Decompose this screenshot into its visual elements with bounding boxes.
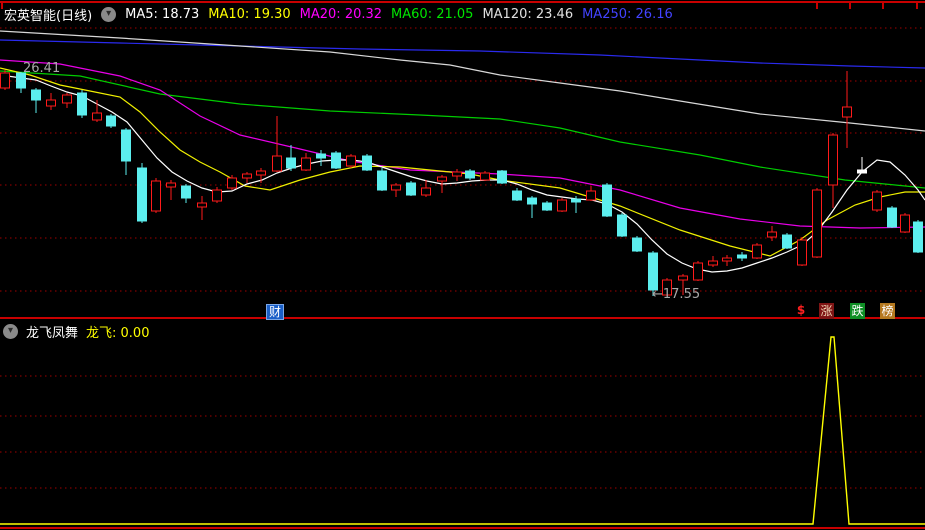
chevron-down-icon[interactable]: ▾ — [3, 324, 18, 339]
indicator-name: 龙飞凤舞 — [26, 326, 79, 341]
panel-divider[interactable] — [0, 317, 925, 319]
money-button[interactable]: $ — [796, 303, 806, 317]
indicator-value: 龙飞: 0.00 — [86, 326, 150, 341]
ma5-label: MA5: 18.73 — [125, 7, 200, 22]
main-chart-header: 宏英智能(日线) ▾ MA5: 18.73 MA10: 19.30 MA20: … — [4, 5, 673, 24]
top-border — [0, 1, 925, 3]
stock-title: 宏英智能(日线) — [4, 9, 93, 24]
rise-button[interactable]: 涨 — [819, 303, 834, 319]
fall-button[interactable]: 跌 — [850, 303, 865, 319]
ma250-label: MA250: 26.16 — [582, 7, 673, 22]
finance-button[interactable]: 财 — [266, 304, 284, 320]
ma120-label: MA120: 23.46 — [482, 7, 574, 22]
bottom-border — [0, 527, 925, 529]
ma60-label: MA60: 21.05 — [391, 7, 474, 22]
ma10-label: MA10: 19.30 — [208, 7, 291, 22]
high-price-label: 26.41 — [23, 61, 61, 76]
indicator-header: ▾ 龙飞凤舞 龙飞: 0.00 — [3, 322, 149, 341]
rank-button[interactable]: 榜 — [880, 303, 895, 319]
low-price-label: ←17.55 — [652, 287, 701, 302]
chevron-down-icon[interactable]: ▾ — [101, 7, 117, 22]
ma20-label: MA20: 20.32 — [299, 7, 383, 22]
